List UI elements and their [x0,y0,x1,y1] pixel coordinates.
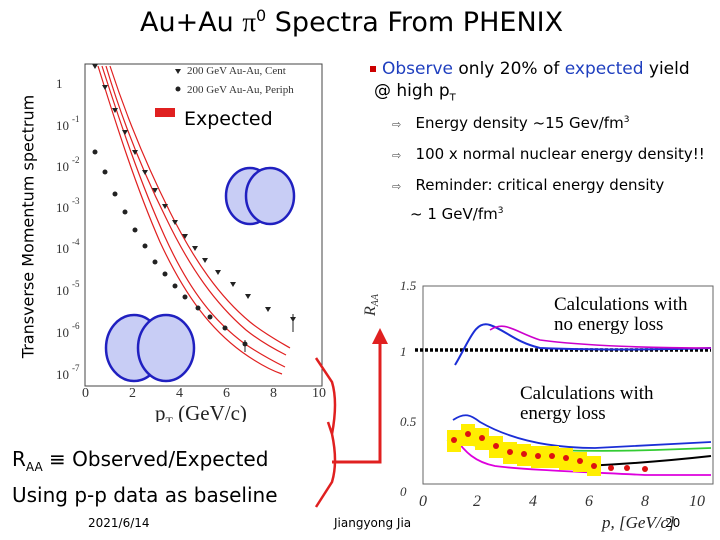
y-tick-5: 10 [56,283,69,298]
raa-x-label: p, [GeV/c] [601,513,675,532]
y-tick-4: 10 [56,241,69,256]
expected-label: Expected [184,108,273,130]
y-tick-0: 1 [56,76,63,91]
no-loss-curve-blue [454,323,712,366]
x-tick-1: 2 [129,386,136,401]
arrow-icon: ⇨ [392,180,402,193]
raa-x-tick-3: 6 [585,493,593,510]
x-tick-4: 8 [270,386,277,401]
loss-annotation: Calculations with energy loss [520,383,654,424]
raa-x-tick-2: 4 [529,493,537,510]
main-bullet: Observe only 20% of expected yield @ hig… [370,58,690,109]
y-tick-2-exp: -2 [72,155,80,165]
arrow-head-icon [372,328,388,344]
spectrum-axis-title: Transverse Momentum spectrum [18,94,38,359]
raa-x-tick-0: 0 [419,493,427,510]
legend-periph: 200 GeV Au-Au, Periph [187,84,294,96]
raa-y-tick-1: 1 [400,344,407,359]
raa-plot: 1.5 1 0.5 0 RAA 0 2 4 6 8 10 p, [GeV/c] [362,278,714,532]
raa-y-tick-0: 1.5 [400,278,417,293]
legend-cent: 200 GeV Au-Au, Cent [187,65,286,77]
sub-bullet-normal-density: ⇨ 100 x normal nuclear energy density!! [392,145,705,163]
x-tick-2: 4 [176,386,183,401]
footer-date: 2021/6/14 [88,516,150,530]
arrow-icon: ⇨ [392,118,402,131]
no-loss-annotation: Calculations with no energy loss [554,294,688,335]
circle-right [136,313,196,383]
y-tick-1: 10 [56,118,69,133]
x-tick-0: 0 [82,386,89,401]
curly-brace [314,357,337,508]
y-tick-7-exp: -7 [72,363,80,373]
y-tick-6: 10 [56,325,69,340]
footer-author: Jiangyong Jia [334,516,412,530]
x-tick-3: 6 [223,386,230,401]
footer-page-number: 20 [665,516,681,530]
y-tick-2: 10 [56,159,69,174]
raa-x-tick-5: 10 [689,493,705,510]
spectra-plot: 1 10 -1 10 -2 10 -3 10 -4 10 -5 10 -6 10 -7 0 2… [56,63,326,422]
circle-right [244,166,296,226]
raa-data-points [447,424,648,476]
expected-color-swatch [155,108,175,117]
legend-triangle-marker [175,69,181,74]
arrow-icon: ⇨ [392,149,402,162]
loss-curve-black [584,455,712,467]
x-tick-5: 10 [312,386,326,401]
y-tick-7: 10 [56,367,69,382]
no-loss-curve-magenta [489,325,712,349]
baseline-text: Using p-p data as baseline [12,483,278,507]
y-tick-3-exp: -3 [72,196,80,206]
expected-band-lower-1 [97,65,283,375]
raa-definition: RAA ≡ Observed/Expected [12,447,269,474]
raa-x-tick-4: 8 [641,493,649,510]
arrow-shaft [332,344,382,464]
y-tick-1-exp: -1 [72,114,80,124]
raa-y-tick-3: 0 [400,484,407,499]
raa-frame [422,285,714,485]
slide-title: Au+Au π0 Spectra From PHENIX [140,6,564,38]
loss-curve-blue [452,414,712,449]
y-tick-4-exp: -4 [72,237,80,247]
y-tick-5-exp: -5 [72,279,80,289]
bullet-marker [370,66,376,72]
spectra-frame [84,63,323,387]
connector-arrow [314,328,388,508]
circle-pair-upper [224,166,296,226]
raa-y-label: RAA [362,293,381,317]
sub-bullet-critical-value: ~ 1 GeV/fm3 [410,205,504,223]
legend-circle-marker [175,86,181,92]
sub-bullet-critical-density: ⇨ Reminder: critical energy density [392,176,665,194]
raa-x-tick-1: 2 [473,493,481,510]
spectra-x-label: pT (GeV/c) [155,401,247,422]
y-tick-6-exp: -6 [72,321,80,331]
expected-band-upper-2 [109,65,291,349]
y-tick-3: 10 [56,200,69,215]
sub-bullet-energy-density: ⇨ Energy density ~15 Gev/fm3 [392,114,630,132]
expected-band-upper-1 [101,65,286,368]
circle-pair-lower [104,313,196,383]
loss-curve-magenta [454,437,711,476]
raa-y-tick-2: 0.5 [400,414,417,429]
